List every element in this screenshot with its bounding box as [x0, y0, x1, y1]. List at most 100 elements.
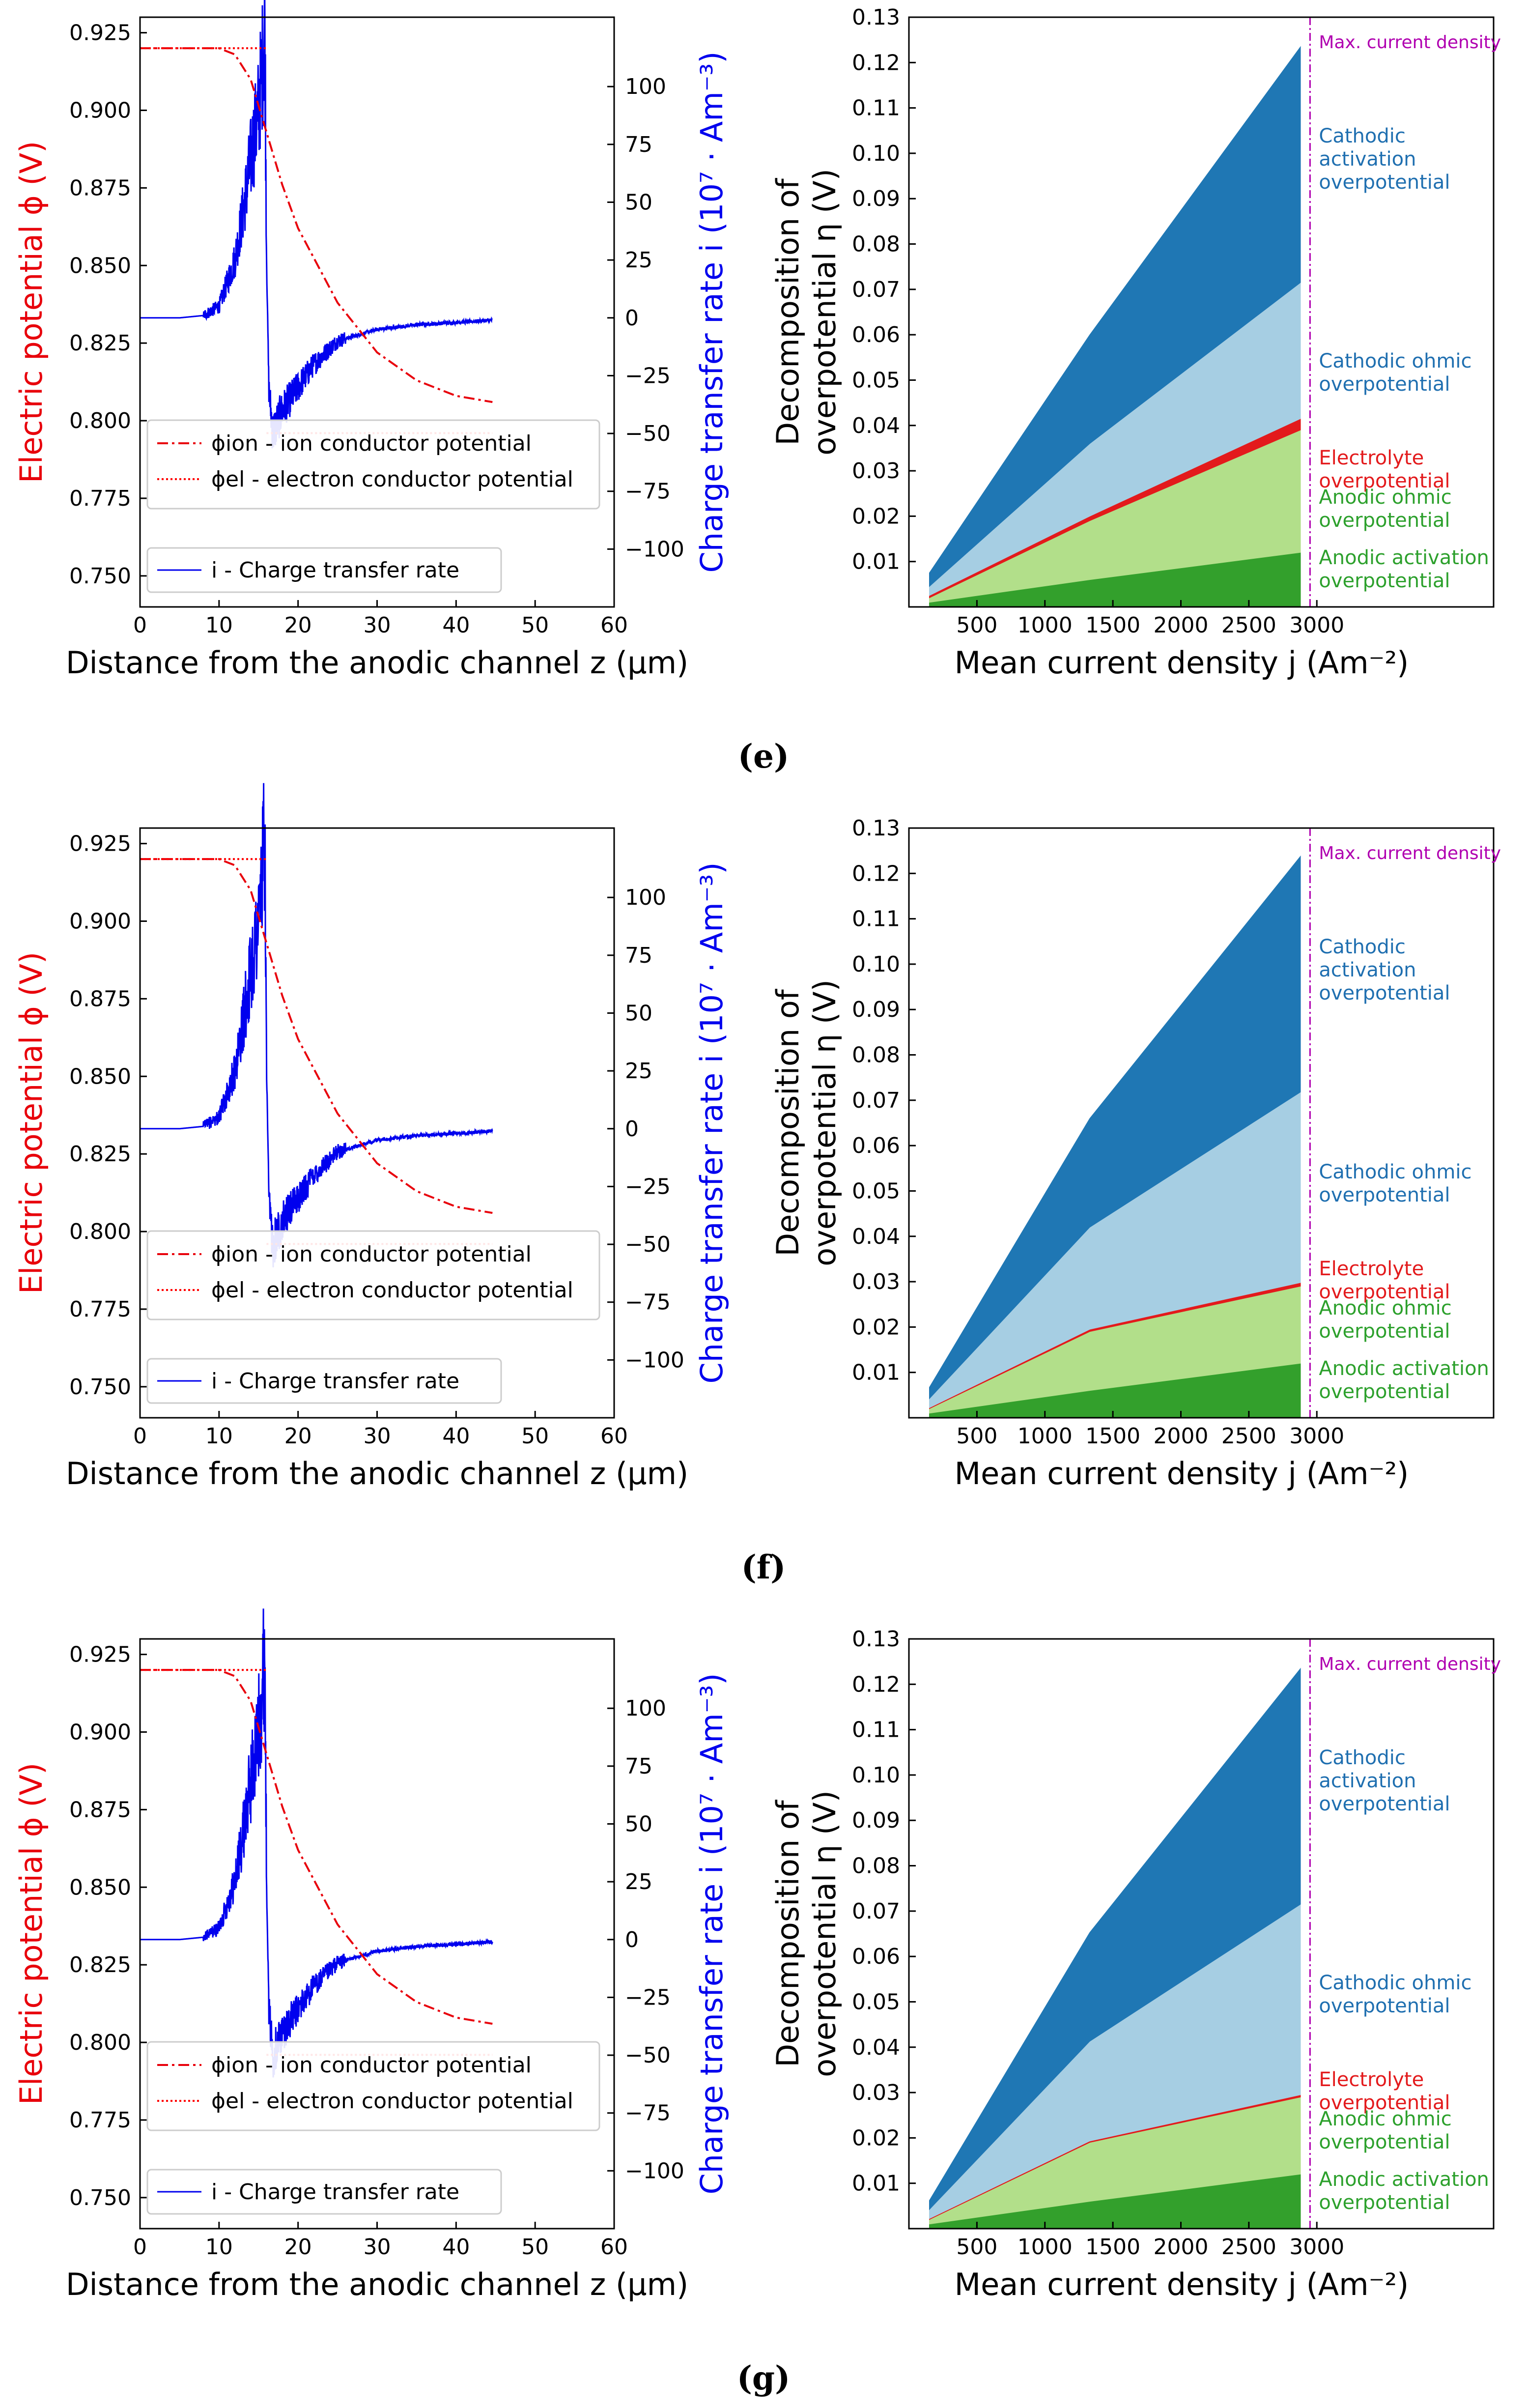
annotation-cathodic-ohmic: overpotential: [1319, 1184, 1450, 1206]
y-tick-label-right: −50: [625, 2043, 671, 2068]
annotation-cathodic-activation: activation: [1319, 1770, 1416, 1792]
y-tick-label-left: 0.850: [69, 1875, 131, 1900]
annotation-max-current-density: Max. current density: [1319, 1654, 1501, 1674]
x-tick-label: 1000: [1018, 2235, 1073, 2260]
series-line-rate: [140, 783, 493, 1267]
caption-f: (f): [741, 1548, 786, 1586]
y-tick-label-left: 0.800: [69, 1219, 131, 1244]
y-tick-label-left: 0.925: [69, 1642, 131, 1667]
y-tick-label-left: 0.775: [69, 2108, 131, 2133]
annotation-anodic-activation: overpotential: [1319, 570, 1450, 592]
x-tick-label: 3000: [1289, 1424, 1344, 1449]
x-tick-label: 2000: [1153, 1424, 1208, 1449]
series-line-ion: [140, 1669, 493, 2025]
x-tick-label: 2000: [1153, 2235, 1208, 2260]
y-tick-label-left: 0.850: [69, 1064, 131, 1089]
annotation-anodic-activation: overpotential: [1319, 2191, 1450, 2214]
annotation-anodic-activation: Anodic activation: [1319, 1357, 1489, 1380]
annotation-max-current-density: Max. current density: [1319, 843, 1501, 863]
x-axis-label: Mean current density j (Am⁻²): [955, 645, 1409, 681]
y-axis-label-line2: overpotential η (V): [807, 979, 843, 1266]
y-tick-label: 0.03: [852, 2080, 900, 2105]
y-tick-label: 0.02: [852, 1315, 900, 1340]
legend-label-el: ϕel - electron conductor potential: [211, 2089, 573, 2114]
y-tick-label: 0.11: [852, 907, 900, 932]
y-tick-label-right: −100: [625, 1347, 684, 1373]
annotation-cathodic-activation: Cathodic: [1319, 1747, 1405, 1769]
annotation-cathodic-activation: activation: [1319, 959, 1416, 981]
caption-g: (g): [736, 2359, 791, 2397]
y-tick-label-left: 0.825: [69, 1142, 131, 1167]
y-axis-label-line2: overpotential η (V): [807, 169, 843, 456]
annotation-cathodic-activation: Cathodic: [1319, 936, 1405, 958]
y-axis-label-right: Charge transfer rate i (10⁷ · Am⁻³): [694, 862, 730, 1384]
legend-label-ion: ϕion - ion conductor potential: [211, 431, 532, 456]
y-tick-label: 0.08: [852, 1854, 900, 1879]
y-tick-label-left: 0.925: [69, 831, 131, 857]
legend-label-ion: ϕion - ion conductor potential: [211, 1242, 532, 1267]
x-tick-label: 500: [956, 2235, 997, 2260]
x-tick-label: 20: [284, 613, 312, 638]
x-tick-label: 500: [956, 1424, 997, 1449]
legend-box-rate: [146, 547, 502, 593]
y-axis-label-line1: Decomposition of: [770, 988, 806, 1257]
y-tick-label-left: 0.825: [69, 1952, 131, 1978]
x-tick-label: 3000: [1289, 2235, 1344, 2260]
y-tick-label-right: 75: [625, 132, 652, 157]
x-tick-label: 50: [521, 2235, 549, 2260]
y-tick-label: 0.09: [852, 186, 900, 211]
x-tick-label: 1500: [1085, 1424, 1140, 1449]
y-tick-label-left: 0.775: [69, 486, 131, 511]
annotation-max-current-density: Max. current density: [1319, 32, 1501, 53]
annotation-cathodic-activation: activation: [1319, 148, 1416, 171]
x-tick-label: 2000: [1153, 613, 1208, 638]
panel-0: 0 10 20 30 40 50 60 0.750 0.775 0.800 0.825 0.850 0.…: [13, 0, 1501, 681]
annotation-anodic-ohmic: Anodic ohmic: [1319, 2108, 1451, 2130]
x-tick-label: 2500: [1221, 1424, 1276, 1449]
y-tick-label-right: −50: [625, 1232, 671, 1257]
annotation-electrolyte: overpotential: [1319, 470, 1450, 492]
legend-box-potential: [146, 2041, 600, 2131]
y-axis-label-right: Charge transfer rate i (10⁷ · Am⁻³): [694, 52, 730, 573]
y-tick-label: 0.12: [852, 1672, 900, 1697]
legend-label-rate: i - Charge transfer rate: [211, 1369, 459, 1394]
y-tick-label: 0.05: [852, 368, 900, 393]
y-tick-label-right: 50: [625, 1001, 652, 1026]
y-tick-label: 0.07: [852, 1899, 900, 1924]
legend-label-ion: ϕion - ion conductor potential: [211, 2053, 532, 2078]
y-tick-label-right: 100: [625, 74, 666, 99]
x-tick-label: 20: [284, 1424, 312, 1449]
right-plot-frame: [908, 827, 1495, 1419]
y-tick-label-right: −75: [625, 479, 671, 504]
series-line-rate: [140, 1608, 493, 2078]
y-tick-label-left: 0.800: [69, 408, 131, 433]
series-line-ion: [140, 47, 493, 403]
y-tick-label: 0.10: [852, 141, 900, 166]
y-tick-label-left: 0.750: [69, 2185, 131, 2210]
y-tick-label-right: −75: [625, 1290, 671, 1315]
x-axis-label: Distance from the anodic channel z (μm): [66, 645, 688, 681]
x-tick-label: 10: [205, 2235, 233, 2260]
annotation-cathodic-activation: overpotential: [1319, 1793, 1450, 1815]
y-tick-label-left: 0.750: [69, 1375, 131, 1400]
x-tick-label: 50: [521, 1424, 549, 1449]
x-axis-label: Mean current density j (Am⁻²): [955, 2266, 1409, 2302]
y-tick-label-right: −25: [625, 363, 671, 388]
legend-box-rate: [146, 2169, 502, 2215]
y-tick-label-left: 0.900: [69, 909, 131, 934]
y-tick-label-left: 0.875: [69, 175, 131, 201]
y-tick-label: 0.03: [852, 459, 900, 484]
y-tick-label-right: 50: [625, 1811, 652, 1836]
legend-box-potential: [146, 419, 600, 510]
annotation-anodic-ohmic: overpotential: [1319, 509, 1450, 532]
annotation-anodic-activation: overpotential: [1319, 1380, 1450, 1403]
y-tick-label-right: 25: [625, 248, 652, 273]
x-tick-label: 500: [956, 613, 997, 638]
annotation-cathodic-activation: Cathodic: [1319, 125, 1405, 147]
area-cathodic-activation: [929, 855, 1301, 1400]
panel-2: 0 10 20 30 40 50 60 0.750 0.775 0.800 0.825 0.850 0.…: [13, 1608, 1501, 2302]
y-axis-label-left: Electric potential ϕ (V): [13, 1763, 49, 2105]
x-tick-label: 2500: [1221, 613, 1276, 638]
annotation-electrolyte: Electrolyte: [1319, 1258, 1424, 1280]
